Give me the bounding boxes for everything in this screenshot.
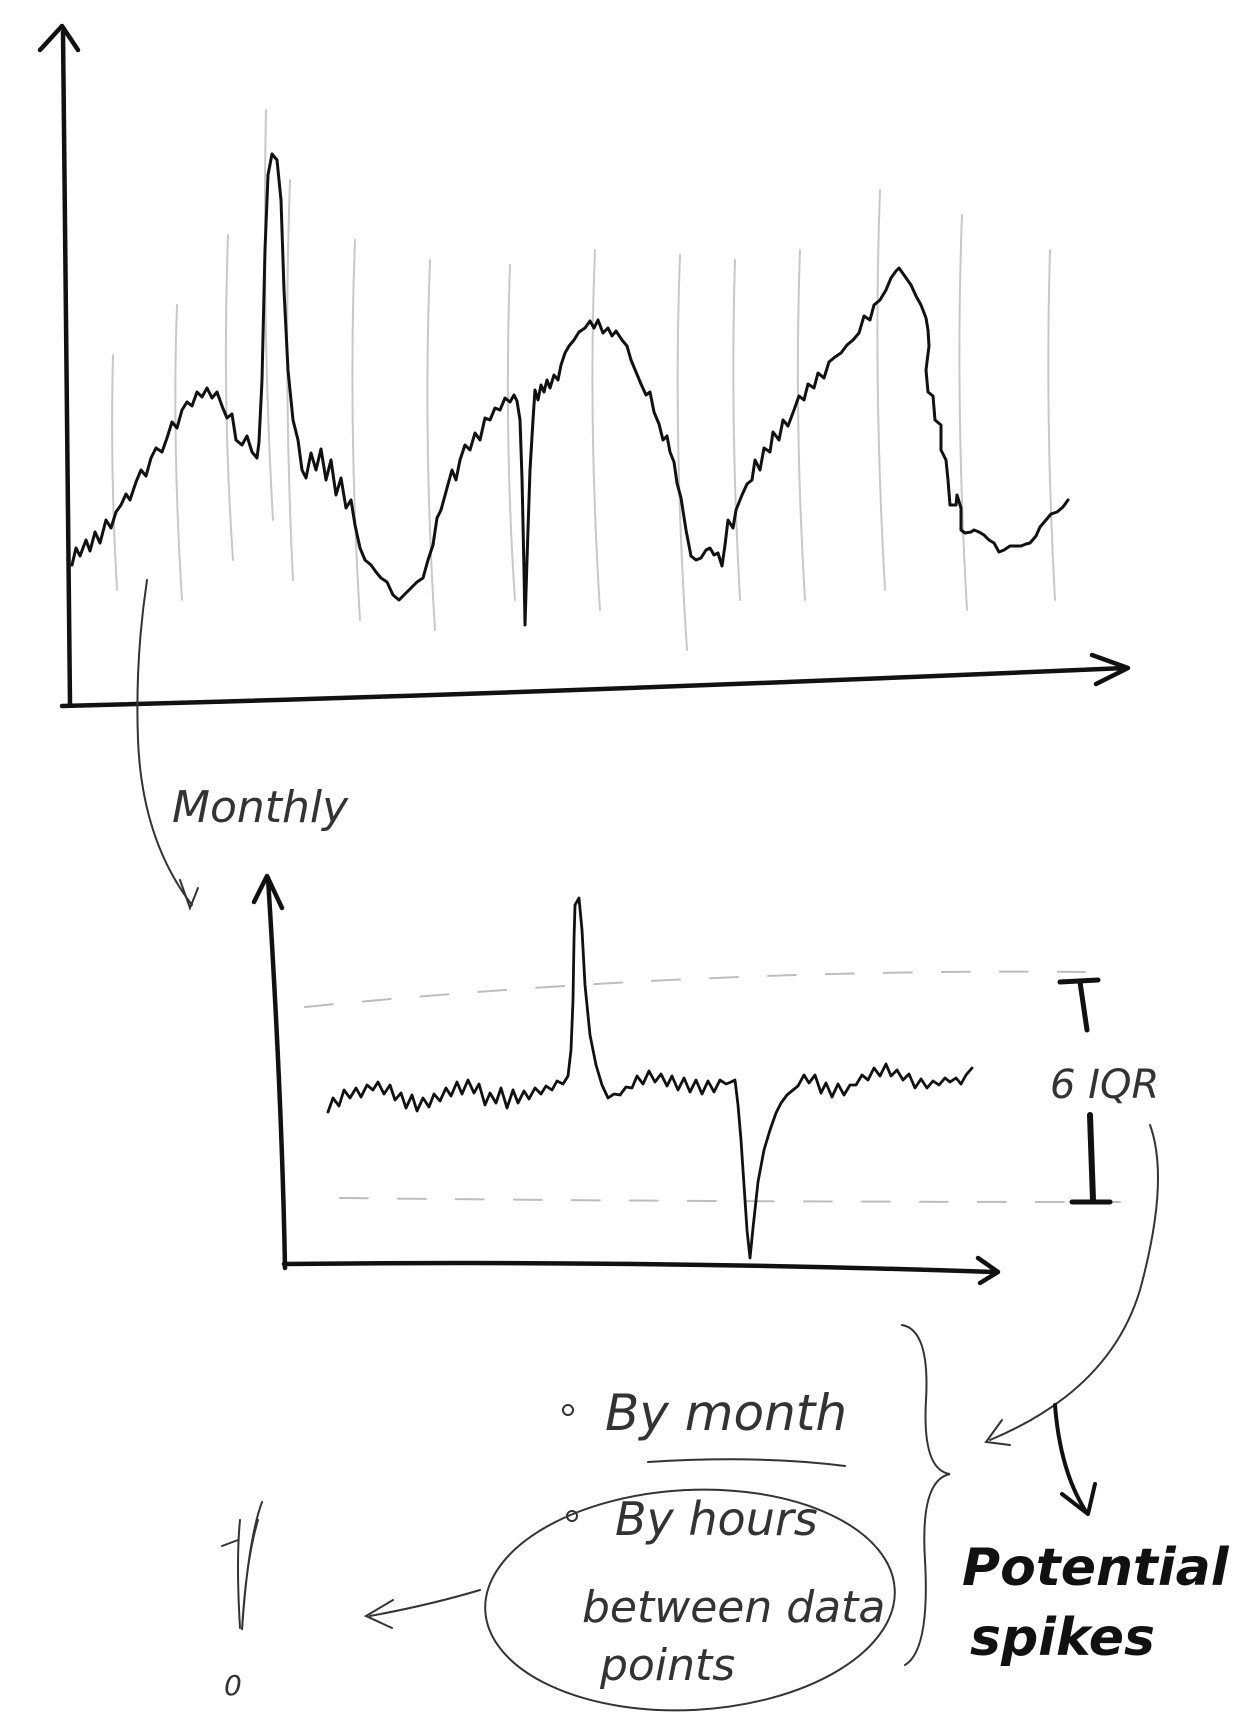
month-separator-1	[111, 354, 118, 591]
top-x-axis	[59, 665, 1128, 709]
month-separator-13	[876, 189, 886, 591]
month-separator-4	[263, 109, 274, 521]
lower-fence	[339, 1197, 1121, 1203]
bottom-time-series	[326, 896, 974, 1260]
bullet-hours-line1: By hours	[615, 1492, 818, 1546]
hours-ellipse	[484, 1488, 896, 1712]
bottom-y-axis	[265, 875, 288, 1271]
month-separator-10	[676, 254, 688, 651]
iqr-fences	[304, 970, 1121, 1203]
monthly-separators	[111, 109, 1056, 651]
month-separator-9	[591, 249, 601, 611]
bullet-month-underline	[647, 1458, 846, 1467]
month-separator-15	[1047, 249, 1056, 601]
iqr-arrow-line	[989, 1124, 1159, 1441]
month-separator-2	[174, 304, 183, 601]
result-line1: Potential	[962, 1538, 1230, 1598]
bullet-month-dot	[562, 1404, 574, 1416]
bullet-month-text: By month	[605, 1384, 847, 1442]
left-arrow	[363, 1589, 481, 1629]
bullet-hours-line2: between data	[582, 1582, 885, 1633]
bottom-x-arrowhead	[975, 1255, 1001, 1286]
curly-bracket	[901, 1324, 951, 1666]
month-separator-11	[732, 259, 741, 601]
monthly-arrow-head	[179, 879, 199, 911]
month-separator-8	[506, 264, 516, 601]
bottom-y-arrowhead	[251, 873, 285, 911]
month-separator-12	[796, 249, 806, 601]
month-separator-6	[351, 239, 361, 621]
bullet-hours-line3: points	[599, 1640, 735, 1691]
exclamation-serif	[221, 1539, 239, 1547]
top-x-arrowhead	[1089, 652, 1131, 687]
exclamation-stroke	[237, 1501, 263, 1631]
month-separator-14	[958, 214, 968, 611]
monthly-arrow	[136, 579, 199, 911]
left-arrow-line	[369, 1589, 481, 1617]
iqr-top-stem	[1077, 979, 1090, 1033]
bottom-chart: 6 IQR	[251, 873, 1159, 1286]
iqr-label: 6 IQR	[1050, 1062, 1159, 1108]
iqr-arrow-head	[984, 1419, 1011, 1446]
month-separator-7	[426, 259, 436, 631]
exclamation-mark	[221, 1501, 263, 1631]
iqr-bottom-stem	[1087, 1112, 1096, 1203]
top-y-arrowhead	[37, 23, 81, 53]
top-time-series	[70, 152, 1070, 627]
upper-fence	[304, 970, 1086, 1008]
annotations: By month By hours between data points Po…	[221, 1124, 1230, 1712]
monthly-label: Monthly	[172, 782, 349, 833]
bottom-x-axis	[281, 1260, 997, 1275]
left-arrow-head	[363, 1599, 394, 1629]
spikes-arrow	[1053, 1403, 1097, 1516]
exclamation-dot: 0	[224, 1669, 242, 1702]
top-y-axis	[60, 29, 73, 707]
iqr-to-bracket-arrow	[984, 1124, 1159, 1446]
spikes-arrow-head	[1060, 1482, 1097, 1516]
bottom-axes	[251, 873, 1001, 1286]
month-separator-5	[286, 179, 294, 581]
result-line2: spikes	[970, 1608, 1155, 1668]
month-separator-3	[224, 234, 234, 561]
top-chart: Monthly	[37, 23, 1131, 911]
iqr-marker	[1057, 977, 1113, 1205]
monthly-arrow-line	[136, 579, 193, 906]
spikes-arrow-line	[1053, 1403, 1087, 1512]
top-axes	[37, 23, 1131, 709]
